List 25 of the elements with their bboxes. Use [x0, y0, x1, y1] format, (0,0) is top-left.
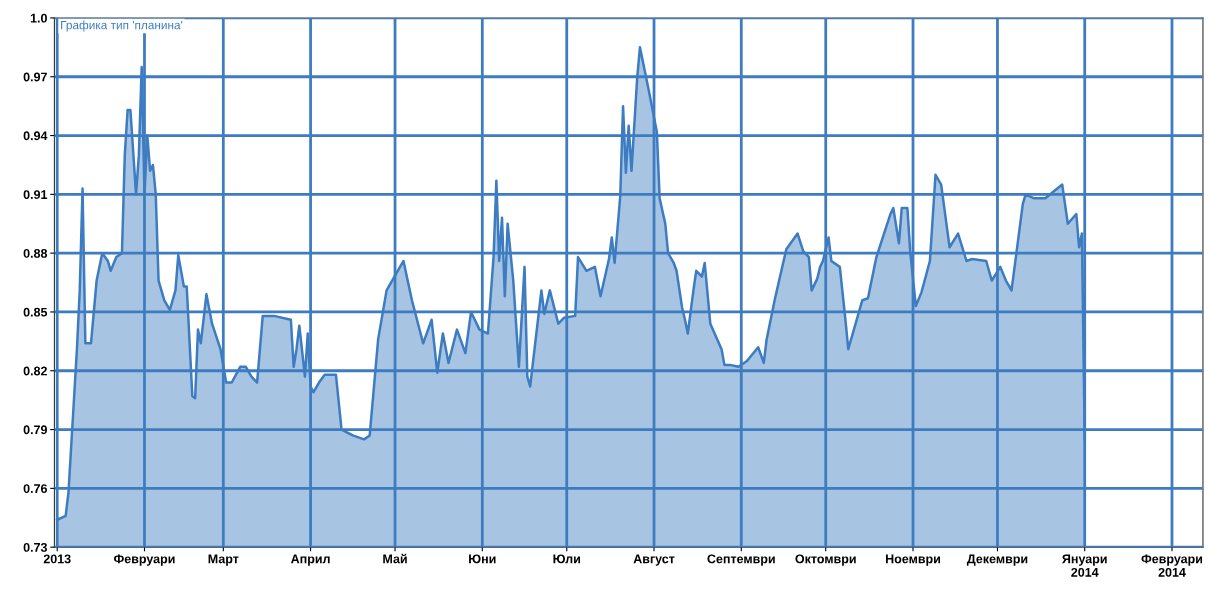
x-tick-label: Април	[290, 554, 330, 566]
x-tick-label: Септември	[707, 554, 775, 566]
x-tick-label: Ноември	[885, 554, 940, 566]
x-tick-label: Декември	[966, 554, 1028, 566]
y-tick-label: 0.94	[23, 131, 48, 141]
y-tick-label: 0.85	[23, 307, 48, 317]
y-tick-label: 0.97	[23, 72, 47, 82]
x-tick-label: 2013	[43, 554, 71, 564]
x-tick-label: Февруари	[114, 554, 175, 566]
y-tick-label: 0.82	[23, 366, 47, 376]
y-tick-label: 0.91	[23, 190, 48, 199]
x-tick-label: Октомври	[795, 554, 856, 566]
y-tick-label: 0.76	[23, 484, 48, 494]
x-tick-label: Юни	[469, 554, 496, 564]
y-tick-label: 0.79	[23, 425, 47, 435]
y-tick-label: 0.73	[23, 542, 48, 552]
chart-title: Графика тип 'планина'	[61, 20, 183, 32]
x-tick-label: Август	[633, 554, 675, 566]
x-tick-label: Май	[383, 553, 407, 564]
x-tick-label: Юли	[553, 554, 580, 564]
y-tick-label: 0.88	[23, 248, 48, 258]
x-tick-label: Март	[208, 554, 239, 566]
x-tick-label: Февруари 2014	[1141, 554, 1203, 577]
y-tick-label: 1.0	[30, 13, 47, 23]
x-tick-label: Януари 2014	[1062, 554, 1107, 577]
